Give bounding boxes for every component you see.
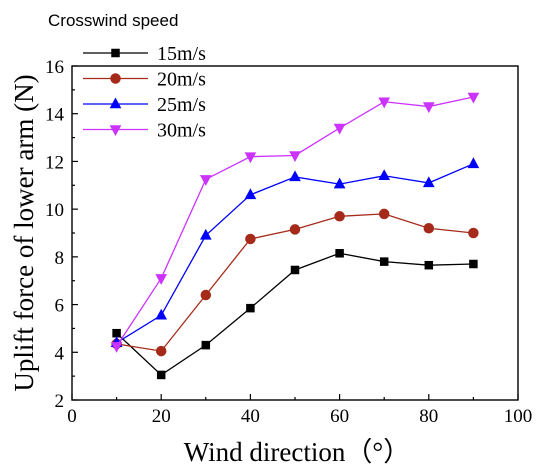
legend-label: 25m/s — [157, 94, 206, 116]
data-point — [289, 224, 301, 235]
legend: Crosswind speed 15m/s 20m/s 25m/s 30m/s — [48, 11, 206, 142]
data-point — [155, 274, 168, 285]
legend-label: 20m/s — [157, 69, 206, 91]
legend-item: 20m/s — [83, 69, 206, 91]
y-tick-label: 8 — [55, 248, 65, 269]
data-point — [155, 308, 168, 320]
data-point — [244, 152, 257, 164]
legend-label: 15m/s — [157, 43, 206, 65]
data-point — [290, 265, 300, 275]
y-tick-label: 2 — [55, 391, 65, 412]
x-tick-label: 60 — [330, 406, 349, 427]
axes: 0 20 40 60 80 100 2 4 6 8 10 12 14 16 — [45, 57, 532, 427]
data-point — [156, 370, 166, 380]
series-line — [116, 163, 474, 344]
x-tick-label: 100 — [504, 406, 533, 427]
legend-item: 30m/s — [83, 120, 206, 142]
data-point — [422, 176, 435, 188]
legend-item: 25m/s — [83, 94, 206, 116]
data-point — [110, 342, 123, 353]
data-point — [199, 175, 212, 186]
series-layer — [110, 92, 480, 380]
data-point — [423, 222, 435, 234]
data-point — [200, 289, 212, 301]
data-point — [245, 233, 256, 245]
legend-label: 30m/s — [157, 120, 206, 142]
x-tick-label: 20 — [152, 406, 171, 427]
series-20m/s — [111, 208, 479, 357]
x-tick-label: 80 — [419, 406, 438, 427]
data-point — [379, 257, 389, 266]
x-tick-label: 40 — [241, 406, 260, 427]
data-point — [467, 157, 480, 169]
data-point — [335, 249, 344, 258]
y-axis-title: Uplift force of lower arm (N) — [9, 74, 39, 391]
data-point — [422, 102, 435, 114]
y-tick-label: 12 — [45, 152, 64, 173]
data-point — [333, 177, 346, 189]
data-point — [468, 227, 479, 239]
data-point — [424, 260, 434, 270]
data-point — [246, 303, 255, 313]
data-point — [378, 169, 391, 180]
data-point — [378, 97, 391, 109]
data-point — [469, 259, 478, 269]
data-point — [467, 92, 480, 104]
y-tick-label: 4 — [55, 343, 65, 364]
y-tick-label: 16 — [45, 57, 64, 78]
series-15m/s — [112, 249, 478, 380]
legend-marker — [111, 48, 120, 58]
data-point — [289, 151, 301, 163]
x-tick-label: 0 — [67, 406, 77, 427]
data-point — [244, 188, 257, 200]
legend-marker — [109, 97, 122, 109]
data-point — [155, 345, 167, 357]
legend-item: 15m/s — [83, 43, 206, 65]
data-point — [378, 208, 390, 220]
legend-marker — [109, 125, 122, 137]
series-25m/s — [110, 157, 480, 347]
x-axis-title: Wind direction（°） — [184, 437, 410, 467]
data-point — [333, 123, 346, 135]
data-point — [334, 211, 345, 222]
legend-marker — [110, 73, 121, 84]
series-30m/s — [110, 92, 480, 353]
y-tick-label: 10 — [45, 200, 64, 221]
data-point — [199, 228, 212, 240]
y-tick-label: 14 — [45, 105, 65, 126]
data-point — [289, 170, 301, 182]
legend-title: Crosswind speed — [48, 11, 178, 30]
data-point — [201, 340, 211, 350]
y-tick-label: 6 — [55, 296, 65, 317]
data-point — [112, 328, 121, 338]
